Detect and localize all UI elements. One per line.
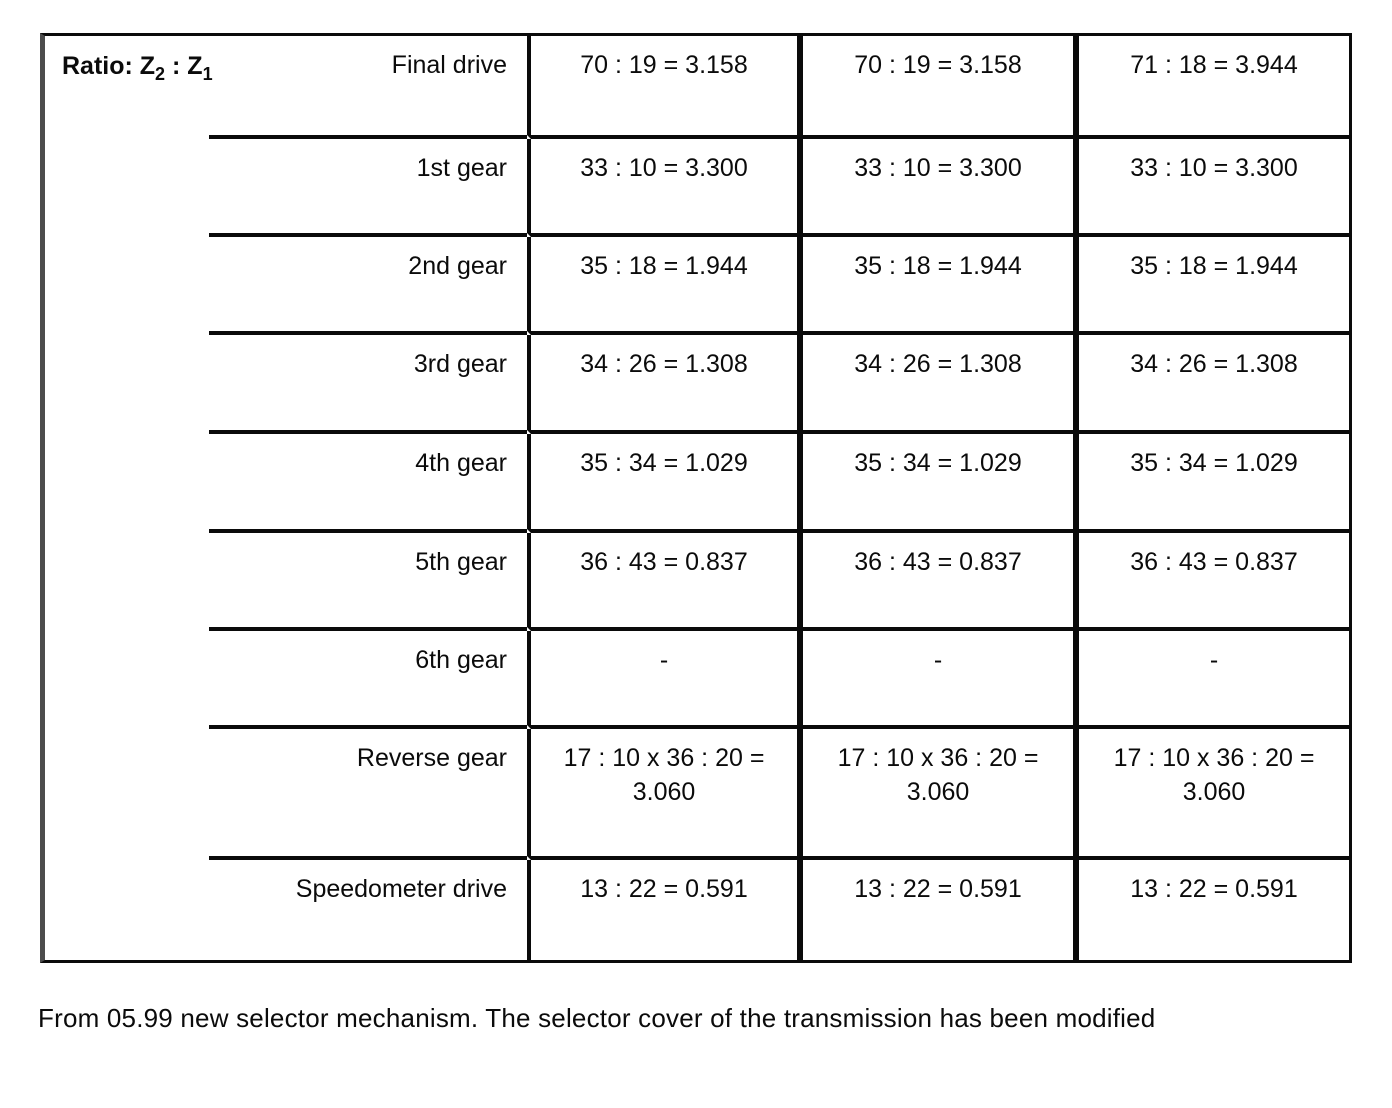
gear-ratio-grid: Ratio: Z2 : Z1 Final drive 70 : 19 = 3.1… xyxy=(45,36,1349,960)
ratio-value-cell: 13 : 22 = 0.591 xyxy=(531,860,803,960)
row-label-text: 1st gear xyxy=(416,154,507,182)
row-label-final-drive: Ratio: Z2 : Z1 Final drive xyxy=(45,36,531,139)
row-label-text: 2nd gear xyxy=(408,252,507,280)
ratio-value-cell: 34 : 26 = 1.308 xyxy=(1079,335,1349,434)
row-label-text: 4th gear xyxy=(415,449,507,477)
ratio-value-cell: 34 : 26 = 1.308 xyxy=(531,335,803,434)
ratio-value-cell: 36 : 43 = 0.837 xyxy=(803,533,1079,631)
ratio-value-cell: 17 : 10 x 36 : 20 = 3.060 xyxy=(803,729,1079,860)
row-label-6th-gear: 6th gear xyxy=(45,631,531,729)
row-label-5th-gear: 5th gear xyxy=(45,533,531,631)
ratio-value-cell: 13 : 22 = 0.591 xyxy=(803,860,1079,960)
row-label-text: Reverse gear xyxy=(356,744,507,772)
ratio-value-cell: 35 : 34 = 1.029 xyxy=(531,434,803,533)
ratio-value-cell: 35 : 34 = 1.029 xyxy=(803,434,1079,533)
ratio-value-cell: 35 : 34 = 1.029 xyxy=(1079,434,1349,533)
ratio-value-cell: 33 : 10 = 3.300 xyxy=(1079,139,1349,237)
row-label-text: Final drive xyxy=(391,51,507,79)
ratio-value-cell: 33 : 10 = 3.300 xyxy=(803,139,1079,237)
row-label-text: Speedometer drive xyxy=(295,875,507,903)
row-label-text: 3rd gear xyxy=(413,350,507,378)
footer-note: From 05.99 new selector mechanism. The s… xyxy=(38,1003,1156,1033)
ratio-value-cell: 35 : 18 = 1.944 xyxy=(531,237,803,335)
ratio-value-cell: 70 : 19 = 3.158 xyxy=(803,36,1079,139)
ratio-value-cell: 36 : 43 = 0.837 xyxy=(1079,533,1349,631)
row-label-speedometer-drive: Speedometer drive xyxy=(45,860,531,960)
ratio-value-cell: - xyxy=(531,631,803,729)
row-label-2nd-gear: 2nd gear xyxy=(45,237,531,335)
ratio-value-cell: 71 : 18 = 3.944 xyxy=(1079,36,1349,139)
ratio-value-cell: 36 : 43 = 0.837 xyxy=(531,533,803,631)
row-label-4th-gear: 4th gear xyxy=(45,434,531,533)
ratio-value-cell: 13 : 22 = 0.591 xyxy=(1130,875,1298,903)
ratio-value-cell: 17 : 10 x 36 : 20 = 3.060 xyxy=(1079,729,1349,860)
gear-ratio-table: Ratio: Z2 : Z1 Final drive 70 : 19 = 3.1… xyxy=(40,33,1352,963)
row-label-reverse-gear: Reverse gear xyxy=(45,729,531,860)
ratio-title: Ratio: Z2 : Z1 xyxy=(62,52,213,85)
row-label-1st-gear: 1st gear xyxy=(45,139,531,237)
ratio-value-cell: - xyxy=(1079,631,1349,729)
ratio-value-cell: 70 : 19 = 3.158 xyxy=(531,36,803,139)
row-label-text: 5th gear xyxy=(415,548,507,576)
ratio-value-cell: 34 : 26 = 1.308 xyxy=(803,335,1079,434)
ratio-value-cell: 33 : 10 = 3.300 xyxy=(531,139,803,237)
row-label-3rd-gear: 3rd gear xyxy=(45,335,531,434)
ratio-value-cell: - xyxy=(803,631,1079,729)
ratio-value-cell: 35 : 18 = 1.944 xyxy=(803,237,1079,335)
ratio-value-cell: 17 : 10 x 36 : 20 = 3.060 xyxy=(531,729,803,860)
row-label-text: 6th gear xyxy=(415,646,507,674)
ratio-value-cell: 35 : 18 = 1.944 xyxy=(1079,237,1349,335)
